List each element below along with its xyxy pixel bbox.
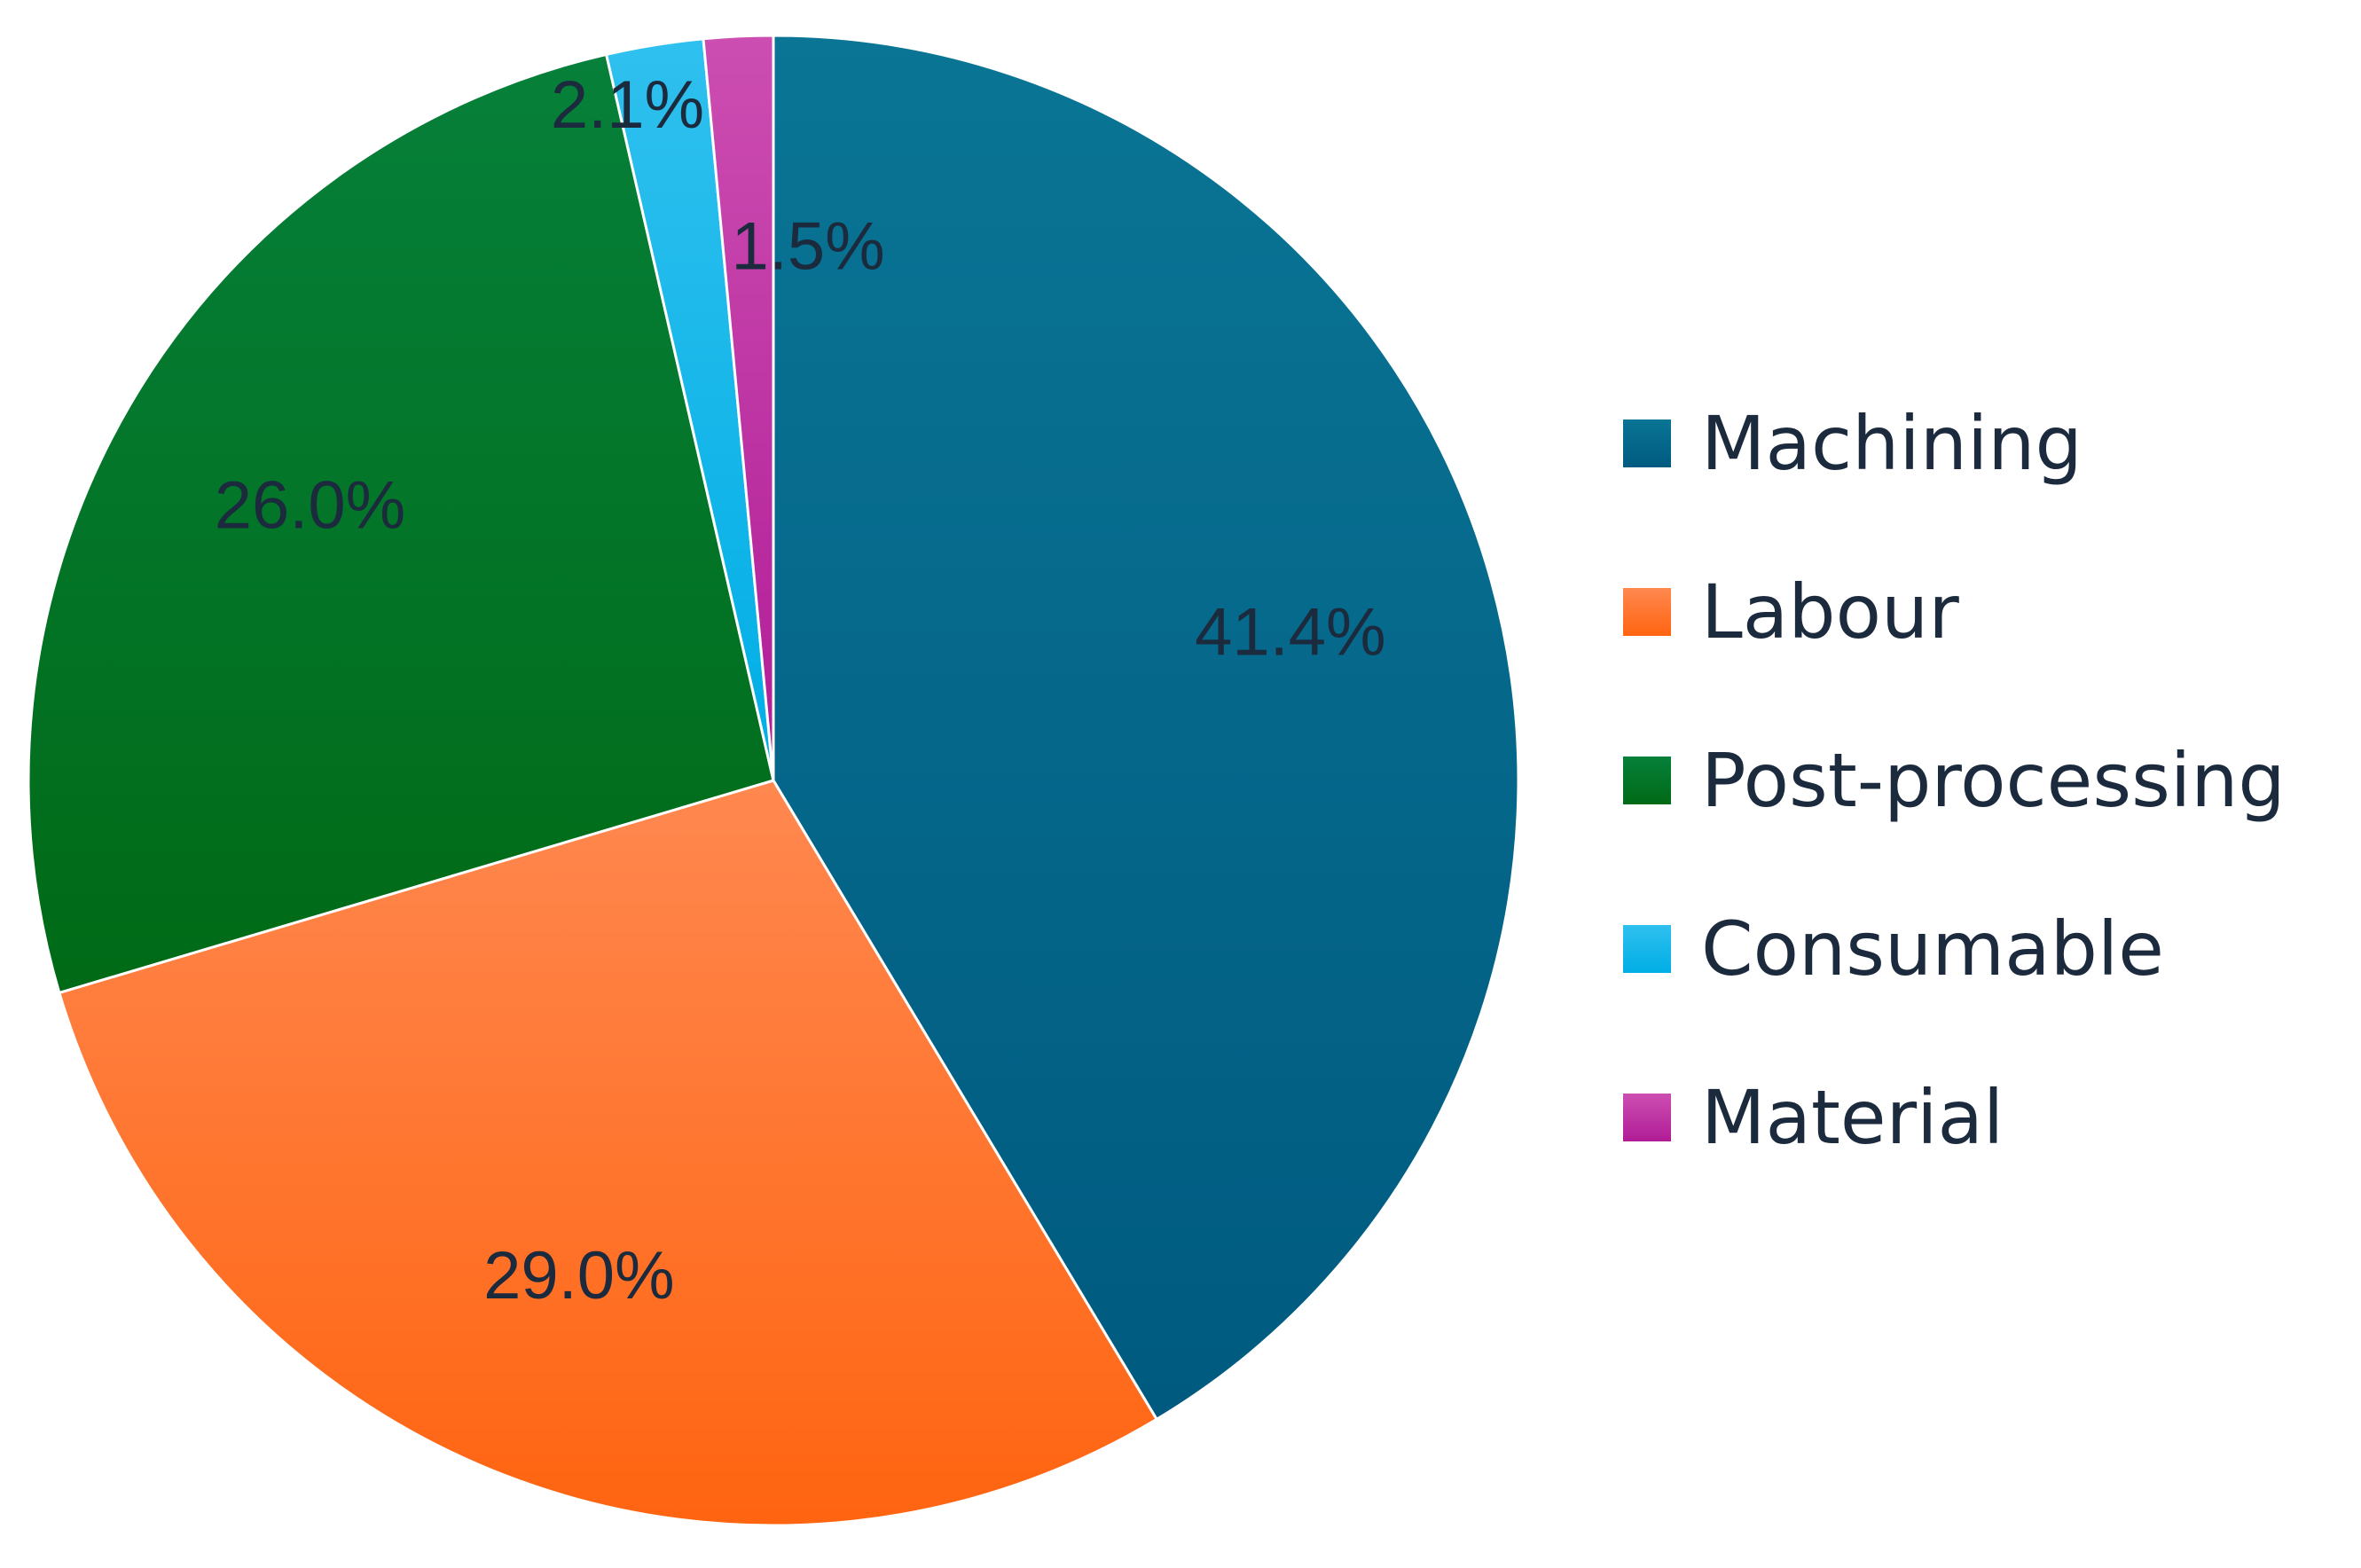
pie-slice-material <box>702 34 775 781</box>
pie-slice-machining <box>772 34 1520 1422</box>
legend-item-material: Material <box>1623 1033 2350 1202</box>
data-label-consumable: 2.1% <box>551 67 704 143</box>
data-label-machining: 41.4% <box>1195 595 1386 670</box>
legend-label-post-processing: Post-processing <box>1701 737 2286 824</box>
pie-slice-labour <box>57 779 1159 1527</box>
legend-label-material: Material <box>1701 1074 2004 1161</box>
data-label-material: 1.5% <box>731 209 884 285</box>
legend-swatch-machining <box>1623 419 1671 467</box>
legend-swatch-labour <box>1623 588 1671 636</box>
chart-legend: Machining Labour Post-processing Consuma… <box>1623 359 2350 1202</box>
legend-item-consumable: Consumable <box>1623 865 2350 1033</box>
data-label-labour: 29.0% <box>483 1238 675 1313</box>
data-label-post-processing: 26.0% <box>215 467 406 543</box>
legend-swatch-material <box>1623 1094 1671 1141</box>
pie-slices <box>27 34 1520 1527</box>
legend-label-labour: Labour <box>1701 568 1959 655</box>
pie-data-labels: 41.4% 29.0% 26.0% 2.1% 1.5% <box>215 67 1386 1313</box>
pie-slice-post-processing <box>27 52 775 995</box>
legend-item-post-processing: Post-processing <box>1623 696 2350 865</box>
legend-label-machining: Machining <box>1701 400 2083 487</box>
legend-label-consumable: Consumable <box>1701 906 2164 992</box>
legend-item-labour: Labour <box>1623 528 2350 696</box>
legend-item-machining: Machining <box>1623 359 2350 528</box>
legend-swatch-post-processing <box>1623 757 1671 804</box>
legend-swatch-consumable <box>1623 925 1671 973</box>
